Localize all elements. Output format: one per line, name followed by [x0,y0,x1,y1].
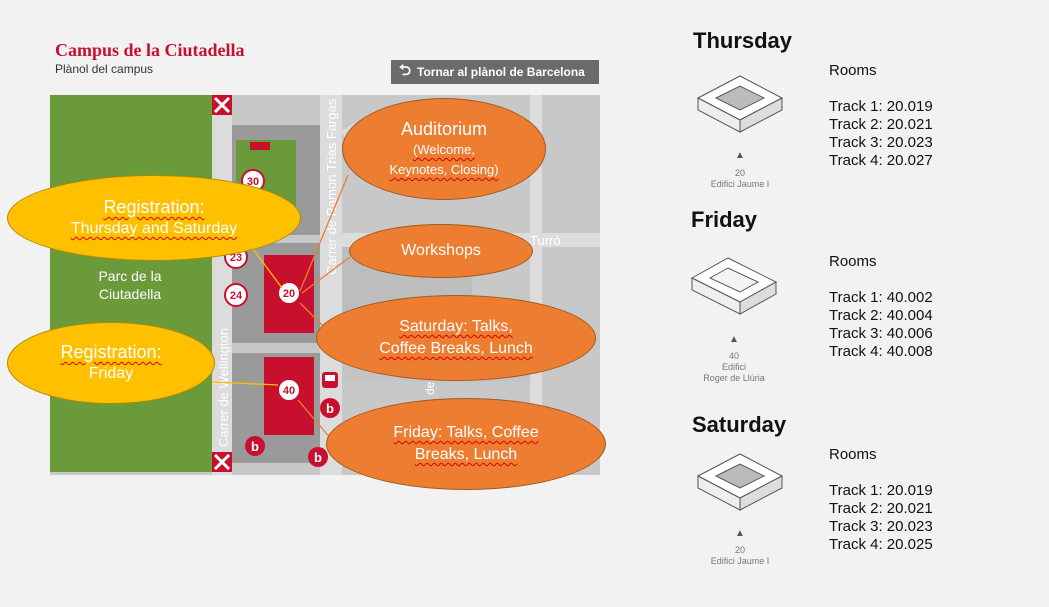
bus-icon [322,372,338,388]
saturday-talks-line1: Saturday: Talks, [399,318,513,335]
saturday-track-1: Track 1: 20.019 [829,482,933,499]
thursday-building-name: Edifici Jaume I [710,179,770,189]
thursday-title: Thursday [693,28,793,53]
bicing-icon-1: b [320,398,340,418]
building-20-isometric-icon-saturday [696,453,784,511]
campus-subtitle: Plànol del campus [55,62,154,76]
registration-friday-day: Friday [88,365,134,382]
saturday-building-number: 20 [734,545,745,555]
park-area [50,95,212,472]
friday-talks-line2: Breaks, Lunch [414,446,518,463]
auditorium-title: Auditorium [400,119,488,139]
building-20-marker: 20 [277,281,301,305]
saturday-tracks-list: Track 1: 20.019 Track 2: 20.021 Track 3:… [829,482,933,554]
thursday-building-number: 20 [734,168,745,178]
park-label-line1: Parc de la [98,268,161,284]
building-40-marker: 40 [277,378,301,402]
saturday-rooms-header: Rooms [829,446,877,463]
friday-track-2: Track 2: 40.004 [829,307,933,324]
saturday-track-3: Track 3: 20.023 [829,518,933,535]
building-23-number: 23 [230,252,242,264]
bicing-icon-3: b [308,447,328,467]
friday-building-name: Edifici [721,362,746,372]
friday-building-name-2: Roger de Llúria [703,373,765,383]
friday-tracks-list: Track 1: 40.002 Track 2: 40.004 Track 3:… [829,289,933,361]
thursday-building-pointer-icon: ▲ [735,150,745,161]
thursday-track-3: Track 3: 20.023 [829,134,933,151]
friday-talks-line1: Friday: Talks, Coffee [393,424,539,441]
registration-thu-sat-callout: Registration: Thursday and Saturday [7,175,301,261]
friday-rooms-header: Rooms [829,253,877,270]
saturday-building-pointer-icon: ▲ [735,528,745,539]
street-turro-label: Turró [530,233,561,248]
thursday-track-4: Track 4: 20.027 [829,152,933,169]
svg-text:b: b [314,450,322,465]
park-label-line2: Ciutadella [99,286,161,302]
workshops-title: Workshops [401,242,481,259]
friday-talks-callout: Friday: Talks, Coffee Breaks, Lunch [326,398,606,490]
saturday-track-2: Track 2: 20.021 [829,500,933,517]
saturday-building-name: Edifici Jaume I [710,556,770,566]
friday-building-number: 40 [728,351,739,361]
building-20-number: 20 [283,288,295,300]
thursday-rooms-header: Rooms [829,62,877,79]
workshops-callout: Workshops [349,224,533,278]
thursday-track-1: Track 1: 20.019 [829,98,933,115]
campus-title: Campus de la Ciutadella [55,40,245,60]
auditorium-line2: (Welcome, [413,142,475,157]
friday-track-3: Track 3: 40.006 [829,325,933,342]
building-24-marker: 24 [224,283,248,307]
building-24-number: 24 [230,290,243,302]
registration-thu-sat-title: Registration: [103,197,205,217]
street-wellington-label: Carrer de Wellington [216,328,231,447]
friday-track-1: Track 1: 40.002 [829,289,933,306]
back-button-label: Tornar al plànol de Barcelona [417,65,585,79]
building-40-isometric-icon [690,257,778,315]
saturday-talks-callout: Saturday: Talks, Coffee Breaks, Lunch [316,295,596,381]
return-arrow-icon: ⮌ [399,61,412,79]
street-ramon-label: Carrer de Ramon Trias Fargas [324,98,339,275]
back-to-barcelona-map-button[interactable]: ⮌ Tornar al plànol de Barcelona [391,60,599,84]
auditorium-callout: Auditorium (Welcome, Keynotes, Closing) [342,98,546,200]
saturday-title: Saturday [692,412,787,437]
saturday-talks-line2: Coffee Breaks, Lunch [379,340,533,357]
thursday-track-2: Track 2: 20.021 [829,116,933,133]
building-40-number: 40 [283,385,295,397]
registration-friday-title: Registration: [60,342,162,362]
bicing-icon-2: b [245,436,265,456]
friday-title: Friday [691,207,758,232]
thursday-tracks-list: Track 1: 20.019 Track 2: 20.021 Track 3:… [829,98,933,170]
friday-building-pointer-icon: ▲ [729,334,739,345]
saturday-track-4: Track 4: 20.025 [829,536,933,553]
building-20-isometric-icon [696,75,784,133]
registration-thu-sat-days: Thursday and Saturday [70,220,238,237]
friday-track-4: Track 4: 40.008 [829,343,933,360]
auditorium-line3: Keynotes, Closing) [389,162,499,177]
svg-text:b: b [251,439,259,454]
svg-text:b: b [326,401,334,416]
registration-friday-callout: Registration: Friday [7,322,215,404]
